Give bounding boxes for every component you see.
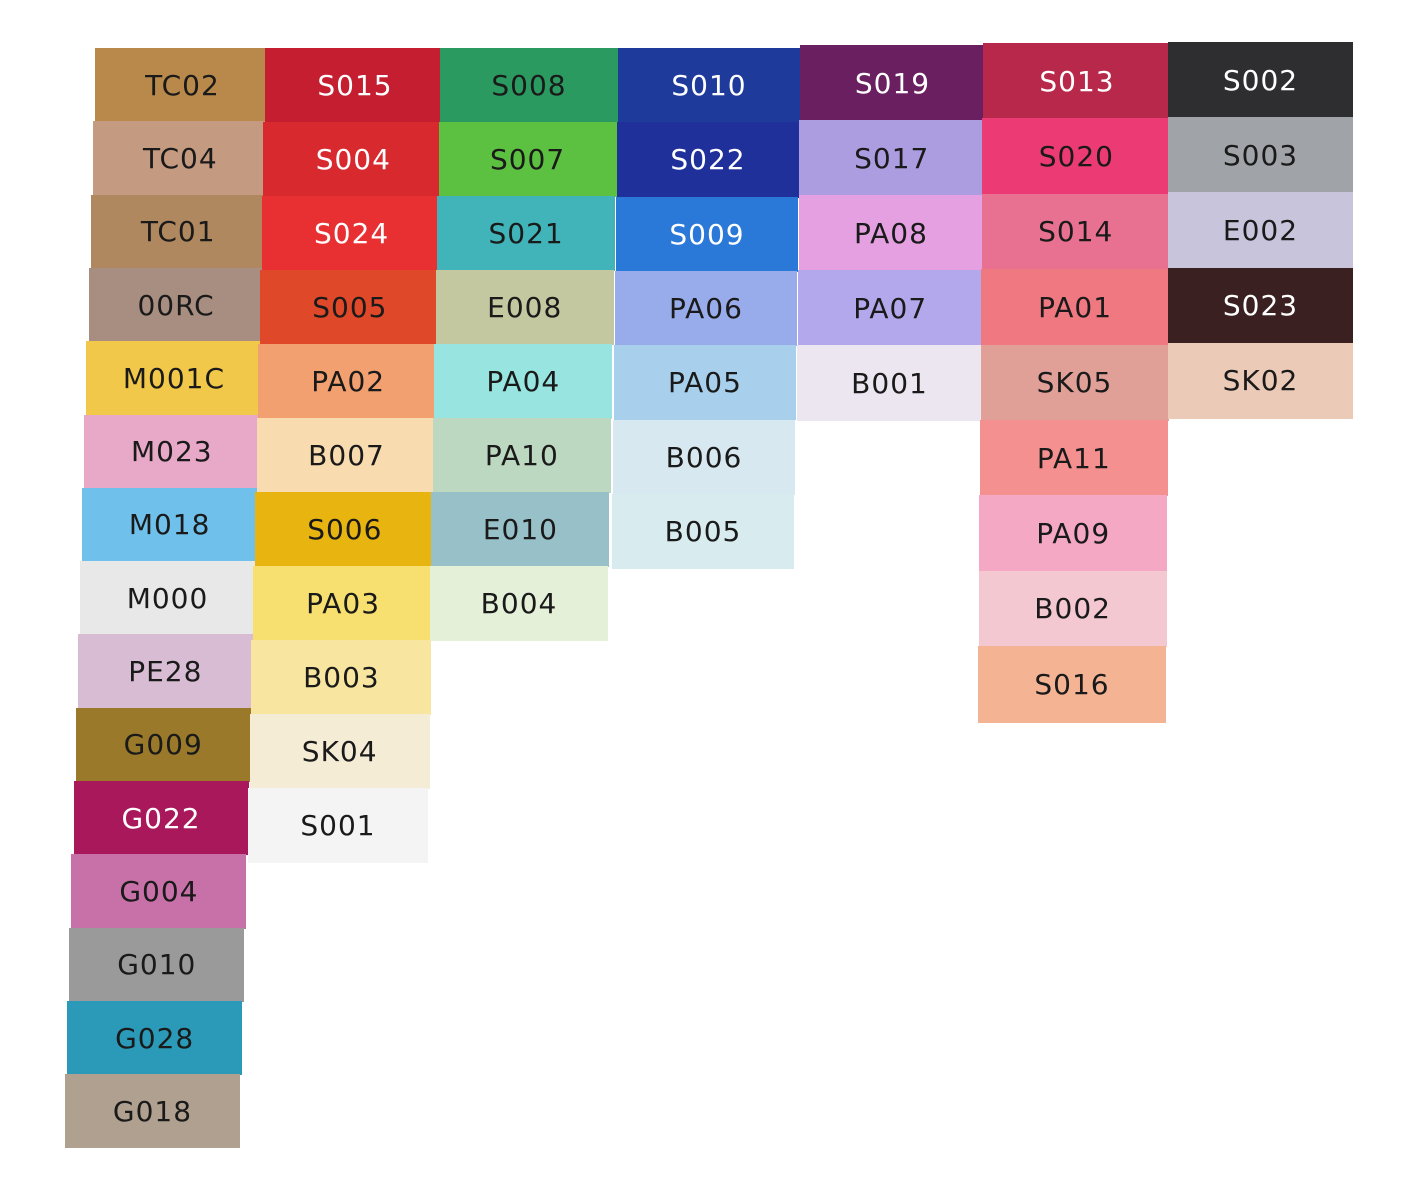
color-swatch: G028	[67, 1000, 243, 1076]
color-swatch: G022	[73, 781, 249, 856]
color-swatch: PA03	[253, 566, 434, 641]
color-swatch: SK05	[980, 344, 1169, 421]
color-swatch: SK02	[1168, 342, 1353, 419]
color-swatch: S023	[1168, 267, 1353, 344]
color-swatch: S013	[983, 43, 1171, 120]
color-swatch: PA07	[797, 270, 983, 346]
color-swatch: TC04	[92, 121, 268, 196]
color-swatch: G009	[75, 707, 251, 782]
color-swatch: PA10	[432, 418, 611, 493]
color-swatch: PA09	[979, 495, 1168, 572]
color-swatch: S019	[800, 45, 985, 121]
color-swatch: B003	[251, 640, 432, 715]
color-swatch: S022	[617, 122, 799, 198]
color-swatch: S007	[438, 122, 617, 197]
color-swatch: TC02	[95, 48, 270, 123]
color-swatch: S001	[248, 788, 428, 863]
color-swatch: M000	[80, 561, 255, 636]
color-swatch: S015	[265, 48, 445, 123]
color-swatch: M018	[82, 487, 258, 563]
color-swatch: S016	[978, 646, 1166, 723]
color-swatch: E008	[435, 270, 614, 345]
color-swatch: PA01	[981, 269, 1170, 346]
color-swatch: G004	[71, 854, 247, 929]
color-swatch: S024	[261, 196, 442, 271]
color-swatch: S021	[437, 196, 616, 271]
color-swatch: PA08	[798, 195, 984, 271]
color-swatch: S010	[618, 48, 800, 124]
color-swatch: S004	[263, 122, 444, 197]
color-swatch: PA06	[615, 270, 797, 347]
color-swatch: S003	[1168, 117, 1353, 194]
color-swatch: PE28	[77, 634, 253, 709]
color-swatch: 00RC	[88, 267, 264, 343]
color-swatch: M023	[84, 414, 260, 489]
color-swatch: S005	[259, 270, 440, 345]
color-swatch: E010	[431, 492, 610, 567]
color-swatch: PA05	[614, 345, 796, 421]
color-swatch: B004	[430, 566, 608, 641]
color-swatch: G018	[65, 1074, 240, 1149]
color-swatch: B001	[797, 345, 982, 421]
color-swatch: SK04	[249, 714, 430, 789]
color-swatch: B006	[613, 419, 795, 495]
color-swatch: S014	[981, 193, 1170, 271]
color-swatch: E002	[1168, 192, 1353, 269]
color-swatch: S009	[616, 196, 798, 272]
color-swatch: B002	[978, 570, 1167, 648]
color-swatch: PA04	[434, 344, 613, 419]
color-swatch: S006	[254, 492, 435, 567]
color-swatch: PA11	[979, 420, 1168, 497]
color-swatch: B005	[612, 493, 794, 570]
color-swatch: S017	[799, 120, 985, 196]
color-swatch: M001C	[86, 341, 262, 416]
color-swatch: PA02	[258, 344, 439, 419]
color-swatch: TC01	[90, 194, 266, 269]
color-swatch: S020	[982, 118, 1171, 195]
color-swatch: G010	[69, 927, 245, 1002]
color-swatch: B007	[256, 418, 437, 493]
color-swatch: S002	[1168, 42, 1353, 119]
color-swatch: S008	[440, 48, 618, 123]
